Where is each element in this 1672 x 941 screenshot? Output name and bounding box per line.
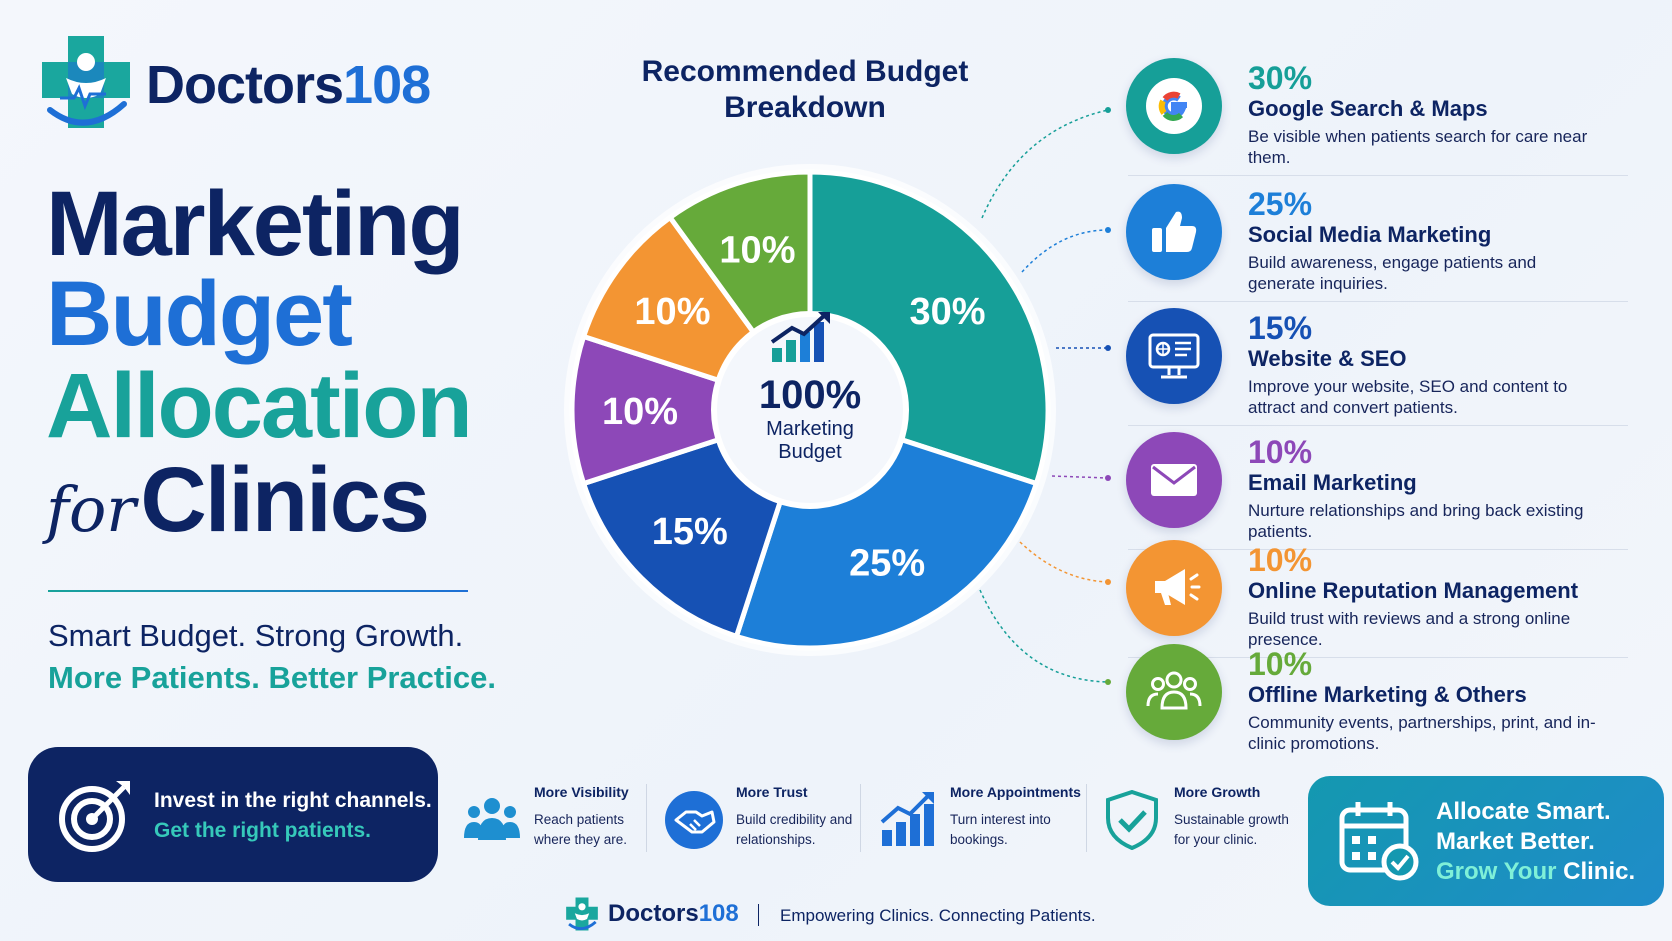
legend-pct: 15% bbox=[1248, 310, 1313, 346]
legend-item-email: 10% Email Marketing Nurture relationship… bbox=[1126, 432, 1636, 550]
benefit-desc: Build credibility and relationships. bbox=[736, 812, 853, 847]
legend-desc: Be visible when patients search for care… bbox=[1248, 127, 1588, 167]
legend-circle bbox=[1126, 308, 1222, 404]
tagline-line-1: Smart Budget. Strong Growth. bbox=[48, 618, 464, 653]
benefit-title: More Trust bbox=[736, 784, 808, 800]
invest-banner: Invest in the right channels. Get the ri… bbox=[28, 747, 438, 882]
pie-slice-label-3: 15% bbox=[652, 511, 728, 553]
headline-line-2: Budget bbox=[46, 263, 353, 365]
benefit-desc: Reach patients where they are. bbox=[534, 812, 628, 847]
headline-script-word: for bbox=[46, 473, 136, 546]
pie-slice-label-6: 10% bbox=[719, 229, 795, 271]
legend-desc: Build awareness, engage patients and gen… bbox=[1248, 253, 1537, 293]
legend-desc: Improve your website, SEO and content to… bbox=[1248, 377, 1568, 417]
pie-slice-label-4: 10% bbox=[602, 391, 678, 433]
people-icon bbox=[464, 798, 520, 840]
allocate-banner: Allocate Smart. Market Better. Grow Your… bbox=[1308, 776, 1664, 906]
chart-title: Recommended Budget Breakdown bbox=[641, 55, 969, 124]
pie-slice-label-2: 25% bbox=[849, 542, 925, 584]
pie-center-disc bbox=[711, 311, 909, 509]
legend-divider bbox=[1128, 425, 1628, 426]
benefit-desc: Sustainable growth for your clinic. bbox=[1174, 812, 1289, 847]
legend-desc: Nurture relationships and bring back exi… bbox=[1248, 501, 1584, 541]
legend-circle bbox=[1126, 432, 1222, 528]
budget-pie-chart: 30%25%15%10%10%10% 100% Marketing Budget bbox=[564, 164, 1056, 656]
footer-slogan: Empowering Clinics. Connecting Patients. bbox=[780, 906, 1096, 925]
legend-item-offline: 10% Offline Marketing & Others Community… bbox=[1126, 644, 1636, 762]
headline-line-1: Marketing bbox=[46, 173, 465, 275]
headline-line-3: Allocation bbox=[46, 355, 473, 457]
headline-line-4: for Clinics bbox=[46, 448, 430, 553]
legend-circle bbox=[1126, 540, 1222, 636]
invest-line-2: Get the right patients. bbox=[154, 819, 372, 842]
allocate-line-3: Grow Your Clinic. bbox=[1436, 858, 1636, 885]
legend-desc: Community events, partnerships, print, a… bbox=[1248, 713, 1596, 753]
allocate-line-2: Market Better. bbox=[1436, 828, 1595, 855]
pie-slice-label-1: 30% bbox=[910, 291, 986, 333]
legend-pct: 10% bbox=[1248, 542, 1313, 578]
legend-divider bbox=[1128, 549, 1628, 550]
brand-logo: Doctors108 bbox=[38, 32, 468, 132]
invest-line-1: Invest in the right channels. bbox=[154, 789, 432, 812]
people-icon bbox=[1146, 671, 1202, 710]
medical-cross-logo-icon bbox=[566, 897, 598, 931]
legend-divider bbox=[1128, 175, 1628, 176]
footer-divider bbox=[758, 904, 759, 926]
legend-title: Online Reputation Management bbox=[1248, 578, 1579, 603]
target-icon bbox=[59, 781, 130, 852]
benefit-divider bbox=[860, 784, 861, 852]
footer: Doctors108 Empowering Clinics. Connectin… bbox=[564, 896, 1124, 934]
monitor-icon bbox=[1148, 333, 1200, 379]
legend-connectors bbox=[979, 107, 1111, 685]
pie-slice-label-5: 10% bbox=[634, 291, 710, 333]
headline-clinics: Clinics bbox=[140, 449, 430, 551]
legend-divider bbox=[1128, 301, 1628, 302]
envelope-icon bbox=[1151, 464, 1197, 496]
legend-item-social: 25% Social Media Marketing Build awarene… bbox=[1126, 184, 1636, 302]
google-icon bbox=[1146, 78, 1202, 134]
legend-circle bbox=[1126, 184, 1222, 280]
benefit-title: More Appointments bbox=[950, 784, 1081, 800]
thumbs-up-icon bbox=[1152, 211, 1197, 252]
calendar-check-icon bbox=[1339, 802, 1419, 881]
legend-item-website: 15% Website & SEO Improve your website, … bbox=[1126, 308, 1636, 426]
legend-pct: 25% bbox=[1248, 186, 1313, 222]
legend-title: Website & SEO bbox=[1248, 346, 1407, 371]
legend-item-reputation: 10% Online Reputation Management Build t… bbox=[1126, 540, 1636, 658]
benefit-title: More Visibility bbox=[534, 784, 629, 800]
legend-desc: Build trust with reviews and a strong on… bbox=[1248, 609, 1571, 649]
pie-center-value: 100% bbox=[759, 373, 861, 417]
benefit-divider bbox=[1086, 784, 1087, 852]
benefit-title: More Growth bbox=[1174, 784, 1261, 800]
bar-chart-icon bbox=[880, 792, 934, 846]
megaphone-icon bbox=[1155, 569, 1201, 605]
legend-title: Social Media Marketing bbox=[1248, 222, 1492, 247]
legend-pct: 30% bbox=[1248, 60, 1313, 96]
benefit-divider bbox=[646, 784, 647, 852]
medical-cross-logo-icon bbox=[42, 36, 130, 128]
brand-name: Doctors108 bbox=[146, 55, 431, 115]
pie-slice-4 bbox=[569, 333, 819, 487]
allocate-line-1: Allocate Smart. bbox=[1436, 798, 1611, 825]
pie-center-label-1: Marketing bbox=[766, 418, 854, 440]
headline-divider bbox=[48, 590, 468, 592]
pie-center-label-2: Budget bbox=[778, 441, 842, 463]
legend-pct: 10% bbox=[1248, 434, 1313, 470]
legend-title: Google Search & Maps bbox=[1248, 96, 1488, 121]
legend-item-google: 30% Google Search & Maps Be visible when… bbox=[1126, 58, 1636, 176]
legend-pct: 10% bbox=[1248, 646, 1313, 682]
legend-title: Email Marketing bbox=[1248, 470, 1417, 495]
footer-brand-name: Doctors108 bbox=[608, 900, 739, 927]
tagline-line-2: More Patients. Better Practice. bbox=[48, 660, 496, 695]
growth-chart-icon bbox=[770, 312, 830, 362]
shield-check-icon bbox=[1106, 790, 1158, 850]
handshake-icon bbox=[665, 791, 723, 849]
benefit-desc: Turn interest into bookings. bbox=[950, 812, 1051, 847]
legend-circle bbox=[1126, 644, 1222, 740]
legend-title: Offline Marketing & Others bbox=[1248, 682, 1527, 707]
legend-divider bbox=[1128, 657, 1628, 658]
legend-circle bbox=[1126, 58, 1222, 154]
